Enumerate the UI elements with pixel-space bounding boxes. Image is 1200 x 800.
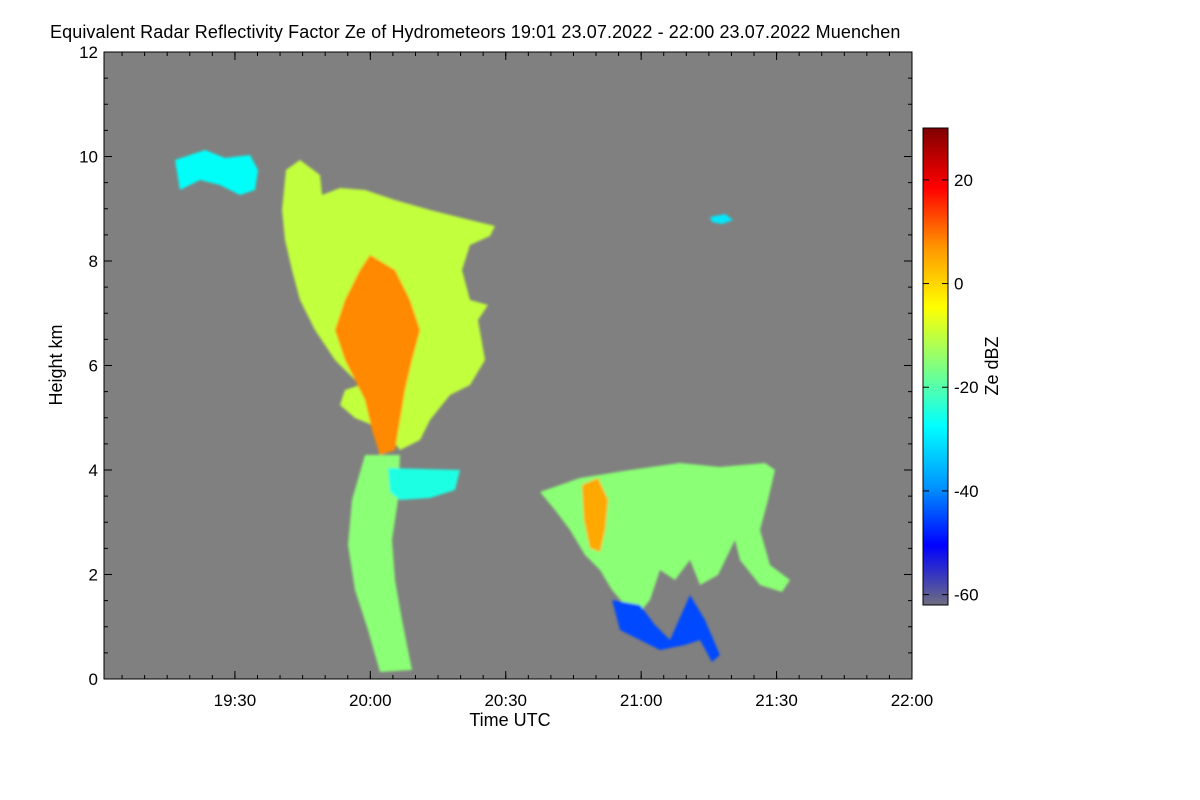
y-tick-label: 0 xyxy=(89,670,98,689)
x-tick-label: 21:00 xyxy=(620,691,663,710)
echo-mid-level-layer xyxy=(388,468,460,500)
y-tick-label: 10 xyxy=(79,148,98,167)
echo-layer xyxy=(175,150,790,672)
echo-cell-core xyxy=(582,478,608,552)
colorbar-tick-label: -40 xyxy=(954,482,979,501)
x-axis-title: Time UTC xyxy=(469,710,550,730)
colorbar-tick-label: -20 xyxy=(954,378,979,397)
colorbar xyxy=(922,127,949,606)
y-tick-label: 4 xyxy=(89,461,98,480)
x-tick-label: 20:00 xyxy=(349,691,392,710)
y-axis-title: Height km xyxy=(46,324,66,405)
echo-precipitation-shaft xyxy=(348,455,412,672)
y-tick-label: 2 xyxy=(89,566,98,585)
echo-convective-core xyxy=(335,255,420,455)
x-tick-label: 22:00 xyxy=(891,691,934,710)
chart-title: Equivalent Radar Reflectivity Factor Ze … xyxy=(50,22,901,42)
x-tick-label: 19:30 xyxy=(214,691,257,710)
x-tick-label: 21:30 xyxy=(755,691,798,710)
y-tick-label: 8 xyxy=(89,252,98,271)
plot-background xyxy=(104,52,912,679)
echo-fall-streaks xyxy=(612,595,720,662)
y-axis: 0 2 4 6 8 10 12 xyxy=(79,43,912,689)
colorbar-tick-label: 0 xyxy=(954,275,963,294)
x-tick-label: 20:30 xyxy=(484,691,527,710)
echo-small-echo xyxy=(710,214,733,224)
colorbar-tick-label: -60 xyxy=(954,586,979,605)
echo-upper-thin-layer xyxy=(175,150,258,195)
colorbar-axis: 20 0 -20 -40 -60 xyxy=(923,171,979,605)
y-tick-label: 12 xyxy=(79,43,98,62)
y-tick-label: 6 xyxy=(89,357,98,376)
colorbar-title: Ze dBZ xyxy=(982,336,1002,395)
colorbar-tick-label: 20 xyxy=(954,171,973,190)
x-axis: 19:30 20:00 20:30 21:00 21:30 22:00 xyxy=(121,52,934,710)
